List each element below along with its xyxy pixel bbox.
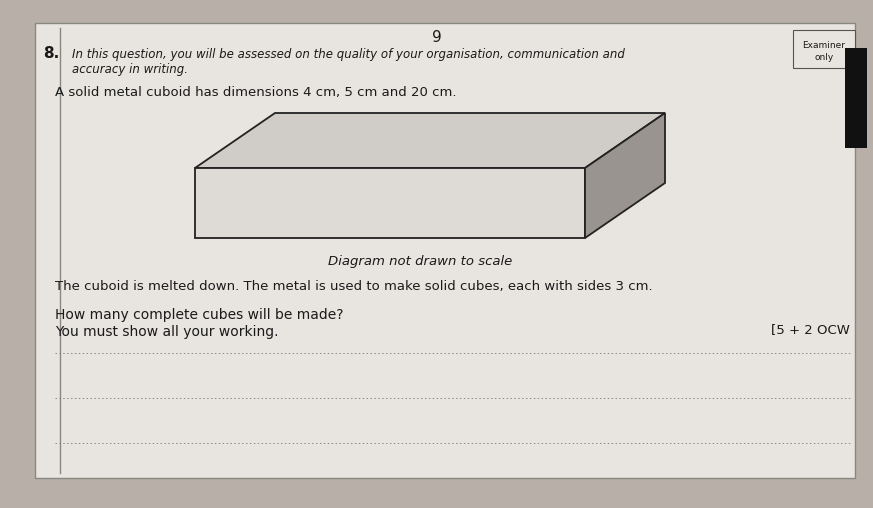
Text: A solid metal cuboid has dimensions 4 cm, 5 cm and 20 cm.: A solid metal cuboid has dimensions 4 cm… bbox=[55, 86, 457, 99]
Text: Diagram not drawn to scale: Diagram not drawn to scale bbox=[328, 255, 512, 268]
Text: In this question, you will be assessed on the quality of your organisation, comm: In this question, you will be assessed o… bbox=[72, 48, 625, 61]
Text: Examiner: Examiner bbox=[802, 41, 845, 49]
Text: only: only bbox=[815, 52, 834, 61]
Bar bbox=[35, 23, 855, 478]
Polygon shape bbox=[585, 113, 665, 238]
Polygon shape bbox=[195, 113, 665, 168]
Text: 8.: 8. bbox=[43, 46, 59, 61]
Text: How many complete cubes will be made?: How many complete cubes will be made? bbox=[55, 308, 343, 322]
Text: accuracy in writing.: accuracy in writing. bbox=[72, 63, 188, 76]
Text: The cuboid is melted down. The metal is used to make solid cubes, each with side: The cuboid is melted down. The metal is … bbox=[55, 280, 653, 293]
Text: 9: 9 bbox=[432, 30, 442, 45]
Polygon shape bbox=[195, 168, 585, 238]
Bar bbox=[793, 30, 855, 68]
Text: [5 + 2 OCW: [5 + 2 OCW bbox=[771, 323, 850, 336]
Bar bbox=[845, 48, 867, 148]
Text: You must show all your working.: You must show all your working. bbox=[55, 325, 278, 339]
